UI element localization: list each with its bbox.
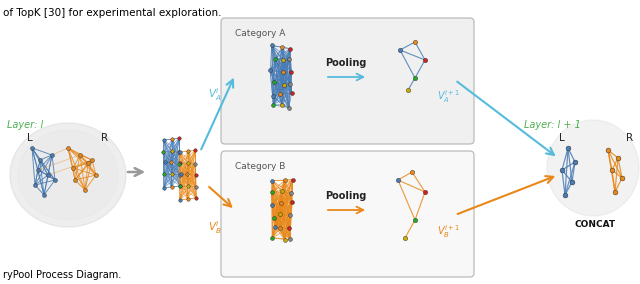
Ellipse shape [547,120,639,216]
Text: Category A: Category A [235,29,285,38]
Text: of TopK [30] for experimental exploration.: of TopK [30] for experimental exploratio… [3,8,221,18]
Text: L: L [559,133,565,143]
Ellipse shape [18,130,118,220]
Text: R: R [627,133,634,143]
Text: $V_A^l$: $V_A^l$ [208,87,222,103]
Ellipse shape [10,123,126,227]
Text: CONCAT: CONCAT [575,220,616,229]
Text: Layer: l: Layer: l [7,120,44,130]
Text: $V_A^{l+1}$: $V_A^{l+1}$ [437,89,460,105]
Text: Category B: Category B [235,162,285,171]
FancyBboxPatch shape [221,151,474,277]
Text: L: L [27,133,33,143]
Text: $V_B^{l+1}$: $V_B^{l+1}$ [437,224,460,240]
Text: Pooling: Pooling [325,58,367,68]
Text: ryPool Process Diagram.: ryPool Process Diagram. [3,270,121,280]
Text: R: R [101,133,109,143]
Text: Pooling: Pooling [325,191,367,201]
Text: $V_B^l$: $V_B^l$ [208,220,222,236]
Text: Layer: l + 1: Layer: l + 1 [524,120,581,130]
FancyBboxPatch shape [221,18,474,144]
